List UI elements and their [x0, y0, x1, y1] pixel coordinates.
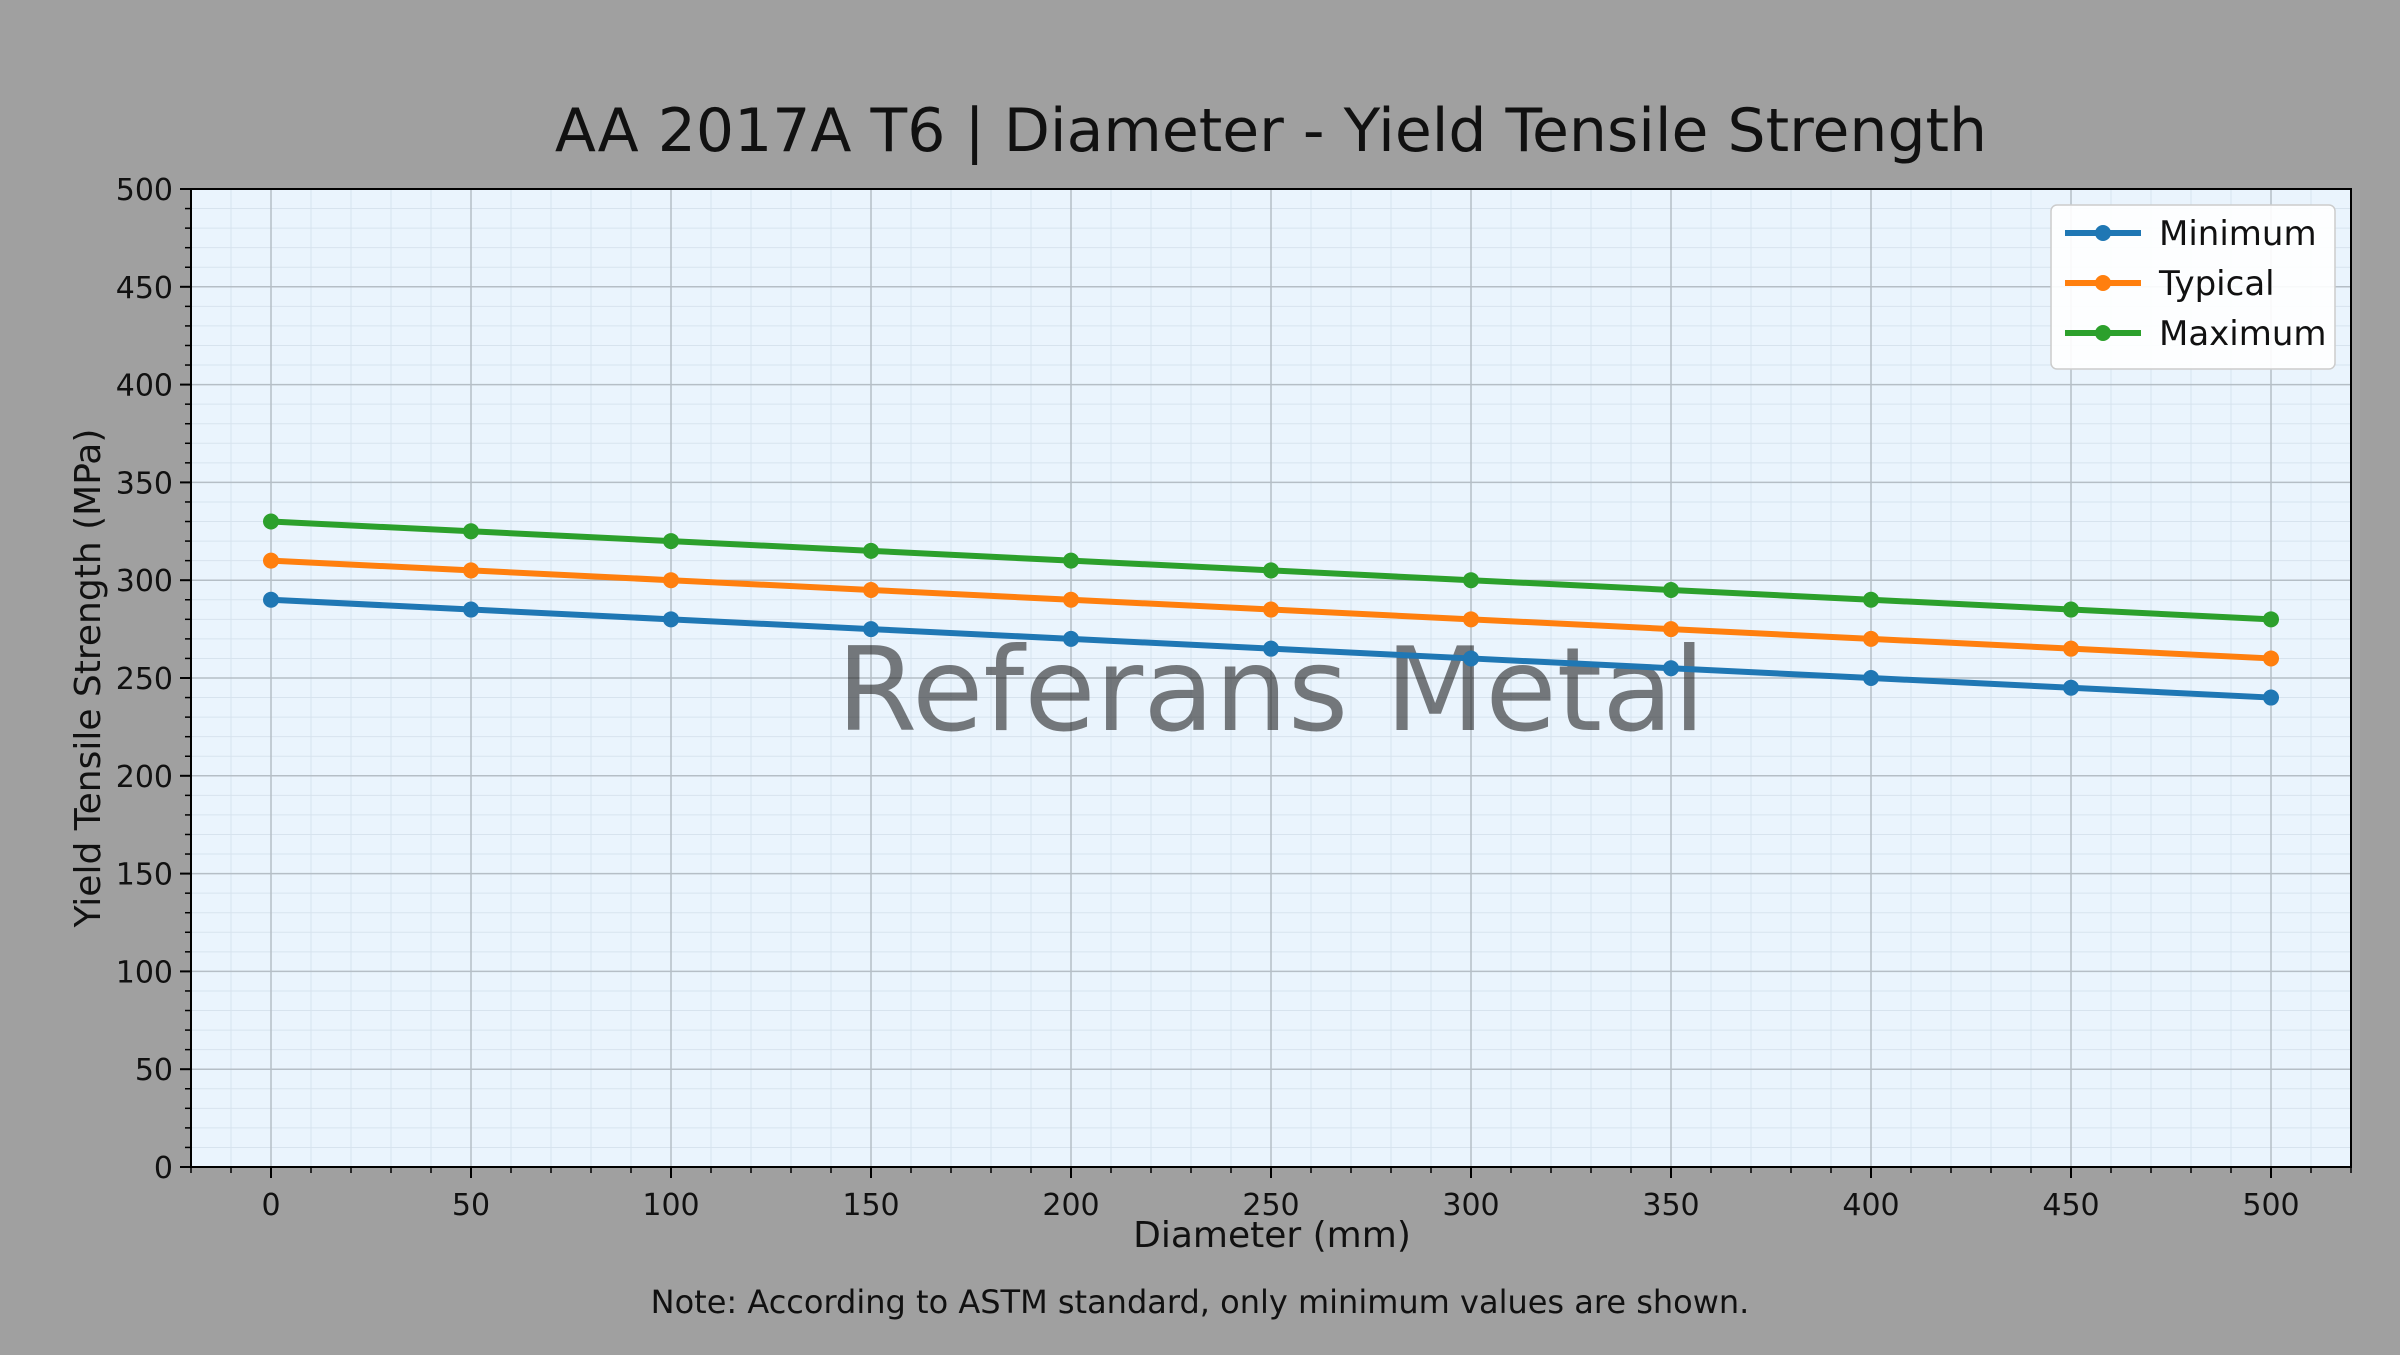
data-point-maximum	[1663, 581, 1679, 598]
x-tick-label: 400	[1842, 1188, 1899, 1223]
y-tick-label: 500	[116, 173, 173, 208]
data-point-maximum	[263, 513, 279, 530]
data-point-minimum	[1663, 660, 1679, 677]
legend: Minimum Typical Maximum	[2050, 204, 2336, 370]
y-tick-label: 250	[116, 662, 173, 697]
data-point-minimum	[1863, 670, 1879, 686]
y-tick-label: 150	[116, 858, 173, 893]
data-point-maximum	[2063, 601, 2079, 618]
data-point-maximum	[663, 533, 679, 550]
data-point-minimum	[2263, 689, 2279, 706]
data-point-maximum	[1263, 562, 1279, 579]
x-tick-label: 50	[452, 1188, 490, 1223]
data-point-minimum	[263, 591, 279, 608]
x-tick-label: 500	[2242, 1188, 2299, 1223]
y-tick-label: 50	[135, 1053, 173, 1088]
data-point-typical	[263, 552, 279, 569]
data-point-typical	[2263, 650, 2279, 667]
legend-marker-minimum	[2095, 225, 2111, 241]
y-tick-label: 300	[116, 564, 173, 599]
legend-label-typical: Typical	[2158, 264, 2275, 304]
x-tick-label: 200	[1042, 1188, 1099, 1223]
data-point-typical	[1063, 591, 1079, 608]
data-point-minimum	[1463, 650, 1479, 667]
data-point-maximum	[1063, 552, 1079, 569]
data-point-typical	[463, 562, 479, 579]
data-point-typical	[863, 581, 879, 598]
x-tick-label: 0	[261, 1188, 280, 1223]
y-tick-label: 400	[116, 369, 173, 404]
x-tick-label: 100	[642, 1188, 699, 1223]
data-point-typical	[2063, 640, 2079, 657]
y-tick-label: 100	[116, 955, 173, 990]
x-axis-label: Diameter (mm)	[1133, 1215, 1411, 1256]
data-point-minimum	[2063, 679, 2079, 696]
chart-title: AA 2017A T6 | Diameter - Yield Tensile S…	[555, 96, 1987, 166]
legend-box	[2050, 204, 2336, 370]
legend-label-minimum: Minimum	[2159, 214, 2317, 254]
legend-marker-maximum	[2095, 325, 2111, 341]
data-point-typical	[1663, 621, 1679, 638]
y-tick-label: 200	[116, 760, 173, 795]
data-point-minimum	[663, 611, 679, 628]
data-point-maximum	[1463, 572, 1479, 589]
series-layer	[263, 513, 2279, 706]
data-point-minimum	[1263, 640, 1279, 657]
data-point-maximum	[463, 523, 479, 540]
x-tick-label: 250	[1242, 1188, 1299, 1223]
footnote: Note: According to ASTM standard, only m…	[651, 1283, 1750, 1321]
x-tick-label: 150	[842, 1188, 899, 1223]
data-point-typical	[1863, 630, 1879, 647]
data-point-minimum	[863, 621, 879, 638]
data-point-minimum	[463, 601, 479, 618]
x-axis-ticks: 0 50 100 150 200 250 300 350 400 450 500	[190, 1167, 2352, 1223]
y-tick-label: 450	[116, 271, 173, 306]
legend-marker-typical	[2095, 275, 2111, 291]
y-axis-ticks: 0 50 100 150 200 250 300 350 400 450 500	[116, 173, 191, 1186]
data-point-maximum	[2263, 611, 2279, 628]
y-tick-label: 0	[154, 1151, 173, 1186]
data-point-maximum	[863, 542, 879, 559]
y-axis-label: Yield Tensile Strength (MPa)	[68, 429, 109, 929]
data-point-typical	[1263, 601, 1279, 618]
data-point-typical	[663, 572, 679, 589]
data-point-typical	[1463, 611, 1479, 628]
x-tick-label: 300	[1442, 1188, 1499, 1223]
x-tick-label: 450	[2042, 1188, 2099, 1223]
data-point-maximum	[1863, 591, 1879, 608]
legend-label-maximum: Maximum	[2159, 314, 2327, 354]
data-point-minimum	[1063, 630, 1079, 647]
y-tick-label: 350	[116, 466, 173, 501]
x-tick-label: 350	[1642, 1188, 1699, 1223]
